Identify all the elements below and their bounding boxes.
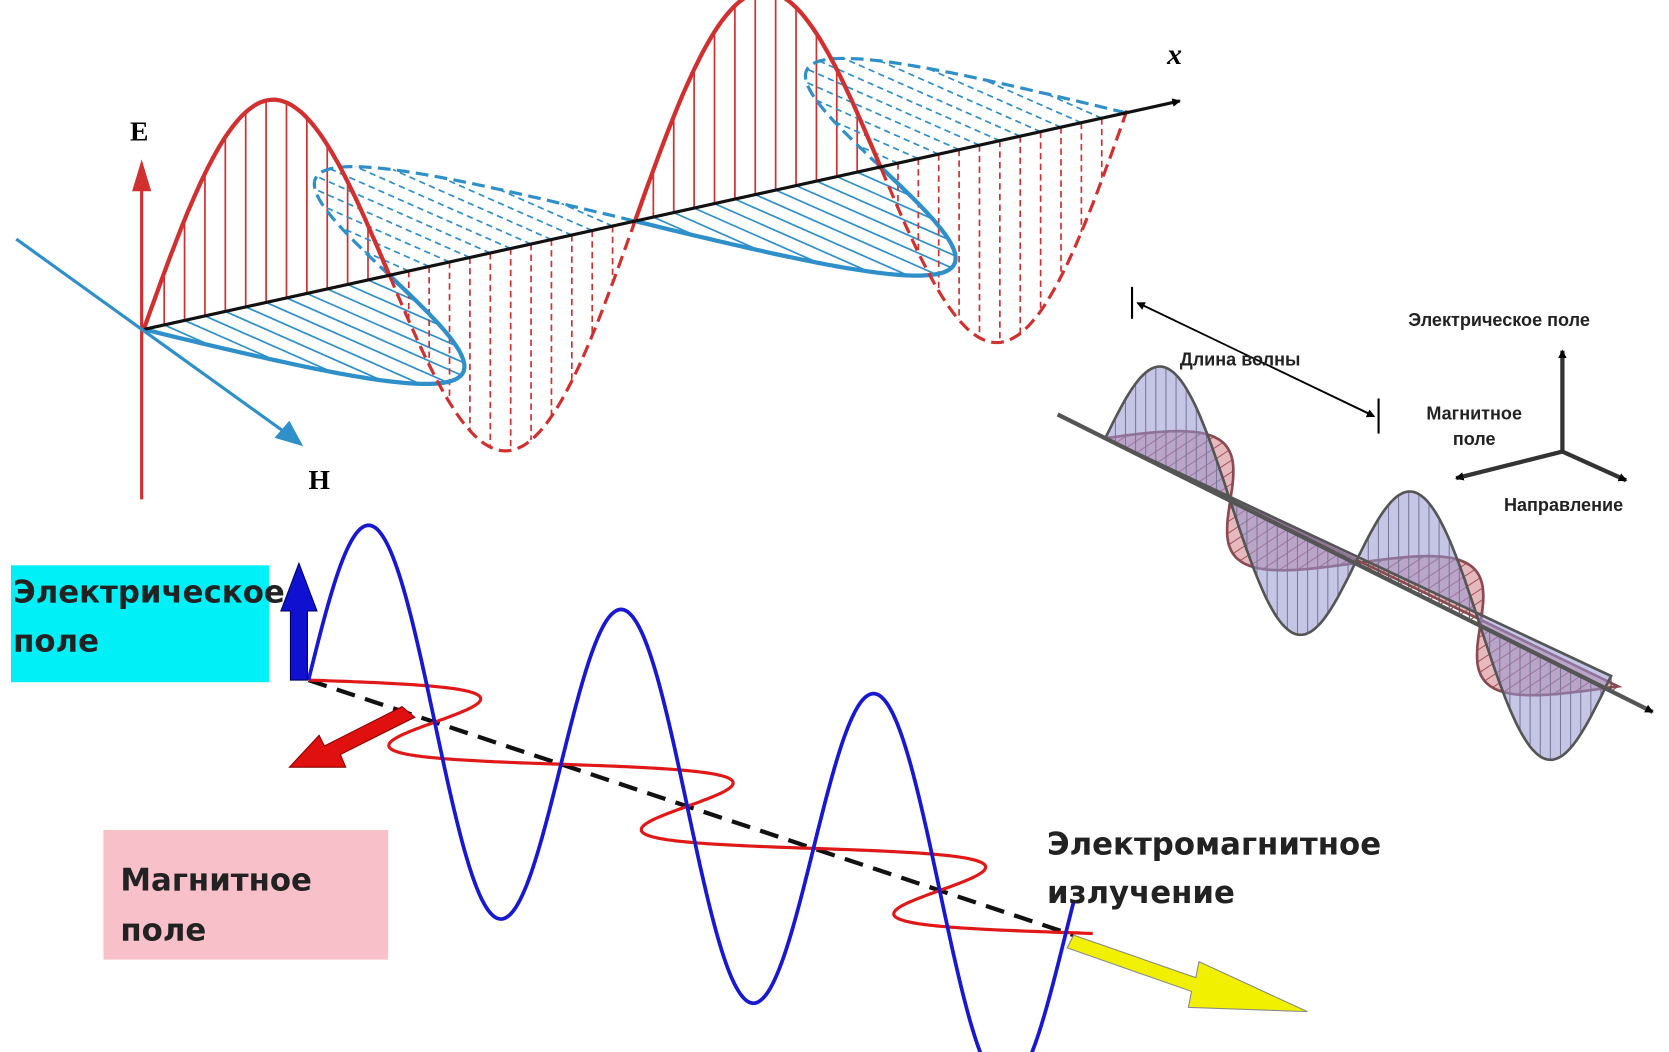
h-vector: [1046, 94, 1101, 118]
magnetic-label: поле: [120, 912, 206, 948]
radiation-label: Электромагнитное: [1047, 826, 1381, 862]
radiation-arrow: [1067, 935, 1307, 1012]
h-arrowhead: [274, 421, 303, 447]
h-vector: [715, 204, 869, 272]
h-vector: [880, 61, 1040, 132]
magnetic-label: Магнитное: [120, 862, 312, 898]
legend-axis: [1456, 452, 1562, 479]
legend-magnetic: поле: [1453, 429, 1496, 449]
h-axis: [16, 239, 292, 438]
wave-3d: [16, 0, 1180, 499]
h-vector: [315, 189, 470, 257]
wavelength-label: Длина волны: [1180, 350, 1301, 370]
h-wave: [144, 275, 465, 384]
h-vector: [984, 80, 1082, 123]
legend-axis: [1562, 452, 1626, 481]
e-arrowhead: [132, 159, 151, 191]
electric-wave: [309, 525, 1074, 1052]
h-vector: [393, 170, 551, 240]
x-axis: [144, 101, 1180, 329]
e-wave: [635, 0, 881, 220]
h-vector: [205, 316, 332, 372]
axis-label: x: [1166, 38, 1182, 71]
legend-magnetic: Магнитное: [1426, 404, 1522, 424]
electric-label: поле: [13, 623, 99, 659]
e-label: E: [130, 115, 148, 146]
h-vector: [324, 207, 450, 262]
h-vector: [816, 100, 938, 154]
h-vector: [807, 82, 960, 149]
h-vector: [498, 189, 592, 230]
h-vector: [694, 208, 818, 263]
h-vector: [225, 311, 381, 380]
wave-small: [1058, 287, 1653, 760]
h-label: H: [309, 464, 331, 495]
direction-axis: [1058, 414, 1653, 712]
wave-flat: [281, 525, 1307, 1052]
propagation-axis: [309, 680, 1074, 935]
legend-electric: Электрическое поле: [1408, 310, 1590, 330]
diagram: x E H Длина волны Электрическое поле Маг…: [0, 0, 1669, 1052]
radiation-label: излучение: [1047, 875, 1235, 911]
e-wave: [390, 220, 636, 451]
page: x E H Длина волны Электрическое поле Маг…: [0, 0, 1669, 1052]
legend-direction: Направление: [1504, 495, 1623, 515]
electric-label: Электрическое: [13, 575, 285, 611]
